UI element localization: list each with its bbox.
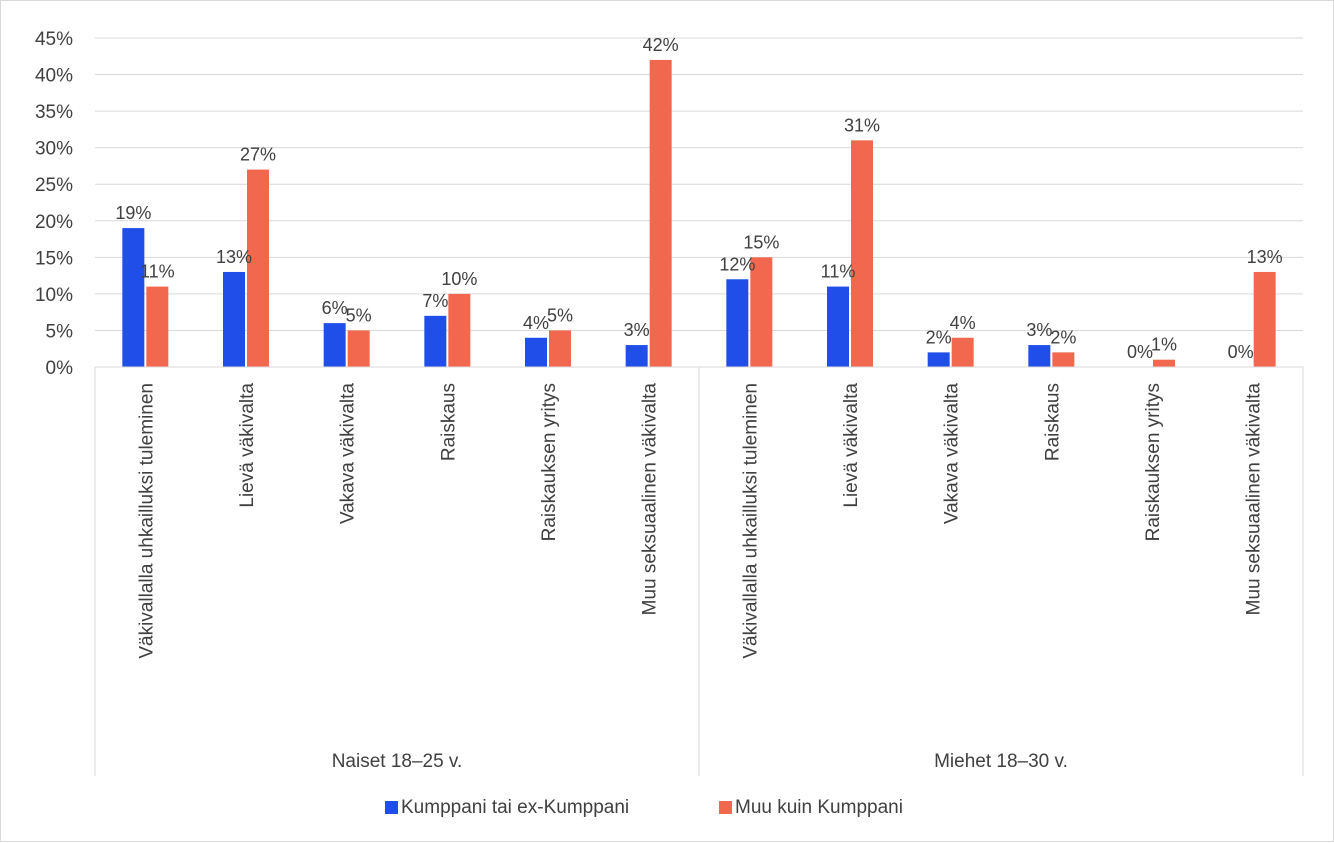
bar xyxy=(1052,352,1075,367)
legend: Kumppani tai ex-Kumppani Muu kuin Kumppan… xyxy=(385,797,903,818)
data-label: 15% xyxy=(743,232,779,252)
y-tick-label: 30% xyxy=(35,139,73,160)
y-tick-label: 25% xyxy=(35,175,73,196)
data-label: 42% xyxy=(643,35,679,55)
data-label: 4% xyxy=(523,313,549,333)
category-label: Muu seksuaalinen väkivalta xyxy=(1244,383,1265,616)
category-label: Väkivallalla uhkailluksi tuleminen xyxy=(740,383,761,659)
data-label: 7% xyxy=(422,291,448,311)
data-label: 0% xyxy=(1228,342,1254,362)
bar xyxy=(122,228,145,367)
y-tick-label: 5% xyxy=(46,321,74,342)
category-label: Muu seksuaalinen väkivalta xyxy=(640,383,661,616)
bar xyxy=(625,345,648,367)
data-label: 27% xyxy=(240,145,276,165)
data-label: 11% xyxy=(140,262,175,282)
group-label: Naiset 18–25 v. xyxy=(332,751,463,772)
category-label: Vakava väkivalta xyxy=(942,383,963,525)
data-label: 11% xyxy=(821,262,856,282)
bar xyxy=(146,286,169,367)
data-label: 1% xyxy=(1151,335,1177,355)
data-label: 19% xyxy=(115,203,151,223)
y-tick-label: 15% xyxy=(35,248,73,269)
legend-swatch xyxy=(385,801,398,814)
data-label: 12% xyxy=(719,254,755,274)
legend-label: Kumppani tai ex-Kumppani xyxy=(401,797,629,818)
bar xyxy=(347,330,370,367)
bar xyxy=(1153,359,1175,367)
data-labels: 19%13%6% 7%4% 3%12% 11%2% 3%0% 0%11%27%5%10%5… xyxy=(115,35,1282,362)
category-label: Väkivallalla uhkailluksi tuleminen xyxy=(136,383,157,659)
bar xyxy=(448,293,471,367)
data-label: 10% xyxy=(441,269,477,289)
data-label: 2% xyxy=(926,327,952,347)
data-label: 13% xyxy=(216,247,252,267)
bar xyxy=(1253,271,1276,367)
category-label: Lievä väkivalta xyxy=(237,383,258,508)
bar xyxy=(951,337,974,367)
bar xyxy=(649,59,672,367)
bar xyxy=(247,169,269,367)
data-label: 3% xyxy=(1026,320,1052,340)
x-axis: Väkivallalla uhkailluksi tuleminen Lievä … xyxy=(94,366,1304,776)
y-tick-label: 0% xyxy=(46,358,74,379)
legend-swatch xyxy=(719,801,732,814)
bar xyxy=(1028,345,1051,367)
category-label: Raiskauksen yritys xyxy=(539,383,560,541)
group-label: Miehet 18–30 v. xyxy=(934,751,1068,772)
y-tick-label: 45% xyxy=(35,29,73,50)
bar xyxy=(927,352,950,367)
bar xyxy=(525,337,547,367)
data-label: 31% xyxy=(844,115,880,135)
data-label: 0% xyxy=(1127,342,1153,362)
category-label: Raiskaus xyxy=(1042,383,1063,461)
bar xyxy=(549,330,571,367)
y-axis: 0% 5% 10% 15% 20% 25% 30% 35% 40% 45% xyxy=(35,29,73,379)
bar xyxy=(827,286,849,367)
data-label: 5% xyxy=(346,305,372,325)
bar xyxy=(323,323,346,367)
data-label: 13% xyxy=(1247,247,1283,267)
category-label: Lievä väkivalta xyxy=(841,383,862,508)
data-label: 2% xyxy=(1050,327,1076,347)
bars xyxy=(122,59,1276,367)
y-tick-label: 40% xyxy=(35,66,73,87)
data-label: 5% xyxy=(547,305,573,325)
category-label: Vakava väkivalta xyxy=(338,383,359,525)
y-tick-label: 35% xyxy=(35,102,73,123)
legend-label: Muu kuin Kumppani xyxy=(735,797,903,818)
bar xyxy=(851,140,873,367)
bar xyxy=(750,257,773,367)
bar xyxy=(726,279,749,367)
y-tick-label: 10% xyxy=(35,285,73,306)
bar xyxy=(424,315,447,367)
bar xyxy=(223,271,245,367)
data-label: 6% xyxy=(322,298,348,318)
category-label: Raiskauksen yritys xyxy=(1143,383,1164,541)
gridlines xyxy=(95,37,1303,331)
y-tick-label: 20% xyxy=(35,212,73,233)
data-label: 4% xyxy=(950,313,976,333)
category-label: Raiskaus xyxy=(438,383,459,461)
data-label: 3% xyxy=(624,320,650,340)
